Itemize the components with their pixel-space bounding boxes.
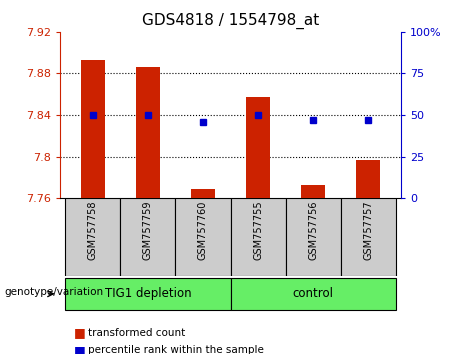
Text: GSM757759: GSM757759 [143,201,153,260]
Text: percentile rank within the sample: percentile rank within the sample [88,346,264,354]
Text: GSM757760: GSM757760 [198,201,208,260]
Text: GSM757757: GSM757757 [363,201,373,260]
Bar [190,189,215,198]
Text: ■: ■ [74,326,85,339]
Bar [81,60,105,198]
Text: genotype/variation: genotype/variation [5,287,104,297]
Bar [65,278,230,310]
Title: GDS4818 / 1554798_at: GDS4818 / 1554798_at [142,13,319,29]
Bar [136,67,160,198]
FancyBboxPatch shape [230,198,285,276]
Text: control: control [293,287,334,299]
Bar [356,160,380,198]
FancyBboxPatch shape [341,198,396,276]
Text: GSM757755: GSM757755 [253,201,263,260]
Text: transformed count: transformed count [88,328,185,338]
Bar [301,185,325,198]
FancyBboxPatch shape [176,198,230,276]
Text: ■: ■ [74,344,85,354]
Text: GSM757756: GSM757756 [308,201,318,260]
Text: TIG1 depletion: TIG1 depletion [105,287,191,299]
Bar [230,278,396,310]
FancyBboxPatch shape [120,198,176,276]
FancyBboxPatch shape [285,198,341,276]
FancyBboxPatch shape [65,198,120,276]
Bar [246,97,271,198]
Text: GSM757758: GSM757758 [88,201,98,260]
